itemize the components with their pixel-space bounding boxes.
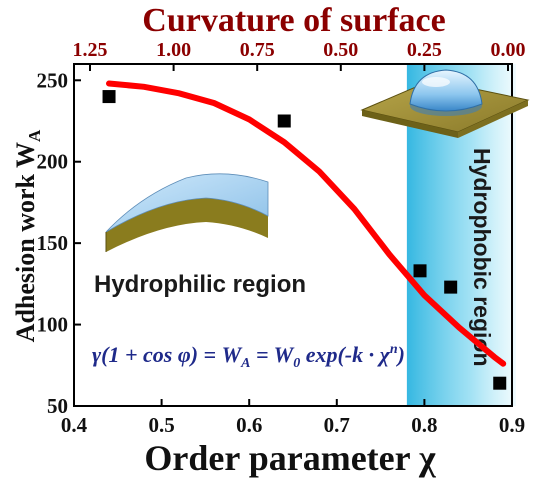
top-tick-label: 0.75 (240, 39, 275, 61)
y-tick-label: 250 (37, 68, 69, 92)
data-points (102, 90, 507, 390)
y-tick-label: 50 (47, 394, 68, 418)
x-tick-label: 0.9 (499, 413, 525, 437)
hydrophobic-region-label: Hydrophobic region (469, 148, 495, 367)
y-tick-label: 200 (37, 150, 69, 174)
top-tick-label: 1.25 (73, 39, 108, 61)
top-tick-label: 0.25 (407, 39, 442, 61)
data-point (444, 280, 458, 294)
data-point (493, 376, 507, 390)
y-axis-ticks: 50 100 150 200 250 (37, 68, 81, 418)
plot-frame (73, 63, 513, 407)
hydrophilic-shell-illustration (105, 173, 269, 252)
y-axis-title: Adhesion work WA (11, 129, 44, 342)
hydrophilic-region-label: Hydrophilic region (94, 271, 306, 298)
fit-curve (106, 80, 507, 367)
x-tick-label: 0.6 (236, 413, 262, 437)
data-point (102, 90, 116, 104)
top-tick-label: 0.00 (491, 39, 526, 61)
svg-text:Hydrophobic region: Hydrophobic region (469, 148, 495, 367)
data-point (413, 264, 427, 278)
x-axis-title: Order parameter χ (144, 438, 436, 478)
top-axis-ticks: 1.25 1.00 0.75 0.50 0.25 0.00 (73, 39, 526, 71)
top-tick-label: 0.50 (323, 39, 358, 61)
top-axis-title: Curvature of surface (142, 2, 445, 39)
x-tick-label: 0.5 (148, 413, 174, 437)
x-tick-label: 0.8 (411, 413, 437, 437)
equation: γ(1 + cos φ) = WA = W0 exp(-k · χn) (92, 342, 405, 371)
y-tick-label: 150 (37, 231, 69, 255)
y-tick-label: 100 (37, 313, 69, 337)
data-point (277, 114, 291, 128)
x-tick-label: 0.7 (324, 413, 350, 437)
top-tick-label: 1.00 (156, 39, 191, 61)
x-tick-label: 0.4 (61, 413, 88, 437)
x-axis-ticks: 0.4 0.5 0.6 0.7 0.8 0.9 (61, 399, 525, 437)
hydrophobic-droplet-illustration (360, 69, 530, 138)
